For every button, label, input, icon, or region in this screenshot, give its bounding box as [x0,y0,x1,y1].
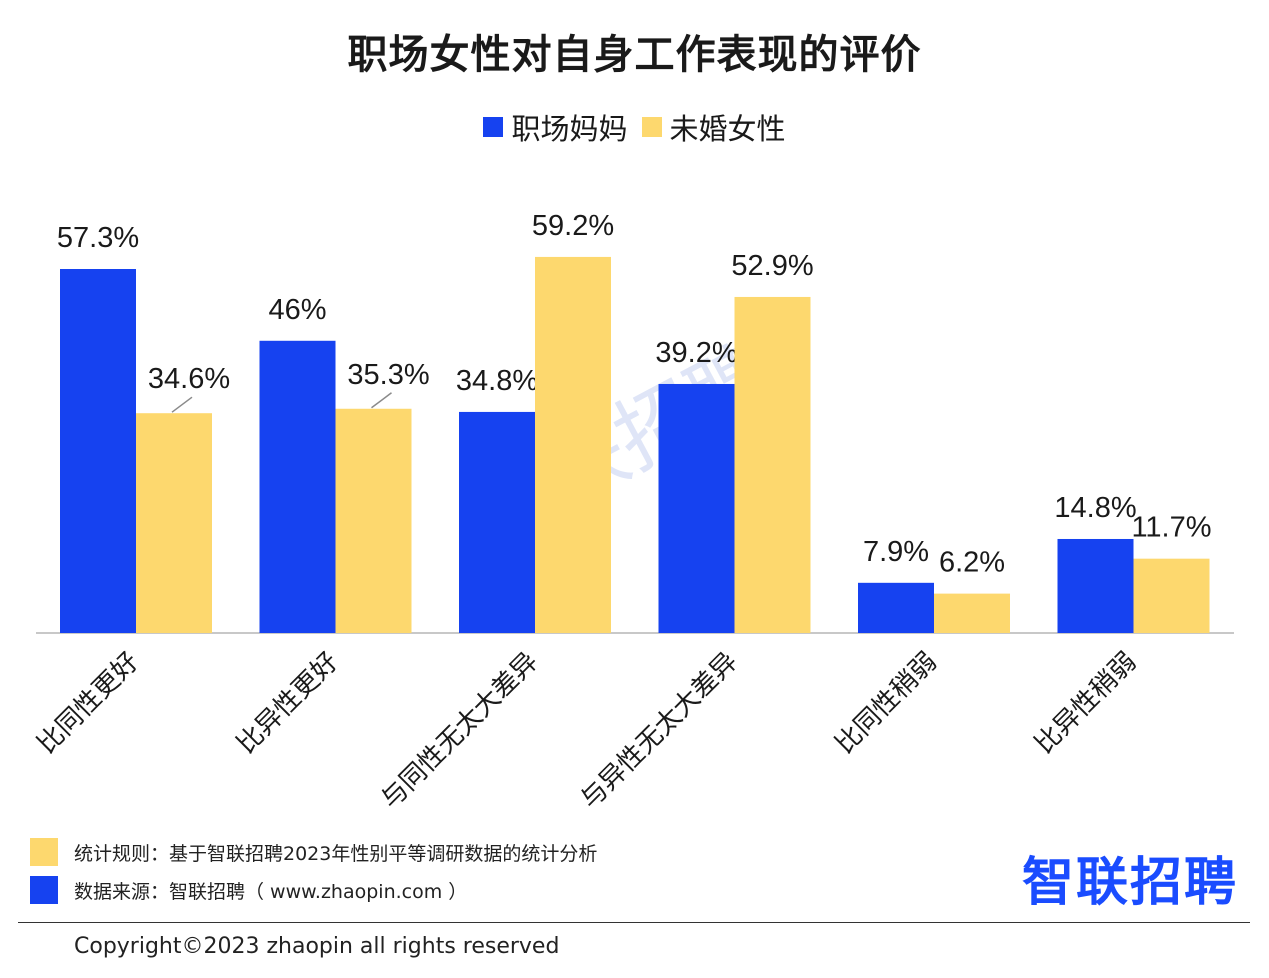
legend-swatch-mothers [483,117,504,137]
data-label-unmarried-3: 52.9% [731,250,813,282]
legend-item-unmarried: 未婚女性 [641,106,786,148]
legend: 职场妈妈 未婚女性 [0,106,1269,148]
footer-rule-swatch [30,838,58,866]
category-label-4: 比同性稍弱 [830,647,943,760]
legend-label-mothers: 职场妈妈 [511,112,628,146]
data-label-mothers-1: 46% [268,294,326,326]
data-label-mothers-3: 39.2% [655,337,737,369]
legend-item-mothers: 职场妈妈 [483,106,628,148]
zhaopin-logo: 智联招聘 [1022,853,1239,913]
bar-chart: 智联招聘57.3%34.6%比同性更好46%35.3%比异性更好34.8%59.… [32,210,1234,815]
bar-mothers-4 [858,582,934,633]
bar-unmarried-5 [1133,558,1210,633]
bar-unmarried-1 [335,408,412,633]
category-label-3: 与异性无太大差异 [575,647,743,815]
bar-mothers-0 [60,269,136,633]
footer-divider [18,922,1250,923]
category-label-5: 比异性稍弱 [1029,647,1142,760]
chart-title: 职场女性对自身工作表现的评价 [347,32,922,78]
footer-source-swatch [30,876,58,904]
bar-mothers-5 [1057,538,1134,633]
category-label-2: 与同性无太大差异 [376,647,544,815]
data-label-unmarried-2: 59.2% [532,210,614,242]
data-label-mothers-2: 34.8% [456,365,538,397]
legend-swatch-unmarried [641,117,662,137]
bar-unmarried-2 [535,256,611,633]
data-label-mothers-4: 7.9% [863,536,929,568]
data-label-mothers-0: 57.3% [57,222,139,254]
footer-rule: 统计规则：基于智联招聘2023年性别平等调研数据的统计分析 [30,838,597,866]
bar-mothers-3 [658,383,735,633]
bar-unmarried-4 [934,593,1010,633]
copyright: Copyright©2023 zhaopin all rights reserv… [74,934,560,959]
legend-label-unmarried: 未婚女性 [669,112,786,146]
leader-line-1 [371,392,392,409]
data-label-unmarried-0: 34.6% [148,363,230,395]
data-label-unmarried-1: 35.3% [347,359,429,391]
category-label-0: 比同性更好 [32,647,145,760]
bar-mothers-1 [259,340,336,633]
data-label-unmarried-4: 6.2% [939,547,1005,579]
footer-source: 数据来源：智联招聘（ www.zhaopin.com ） [30,876,467,904]
footer-rule-text: 统计规则：基于智联招聘2023年性别平等调研数据的统计分析 [74,842,598,865]
category-label-1: 比异性更好 [231,647,344,760]
footer-source-text: 数据来源：智联招聘（ www.zhaopin.com ） [74,880,468,903]
leader-line-0 [171,396,193,413]
data-label-mothers-5: 14.8% [1054,492,1136,524]
bar-mothers-2 [459,411,535,633]
data-label-unmarried-5: 11.7% [1131,512,1211,544]
bar-unmarried-3 [734,296,811,633]
bar-unmarried-0 [136,413,212,633]
